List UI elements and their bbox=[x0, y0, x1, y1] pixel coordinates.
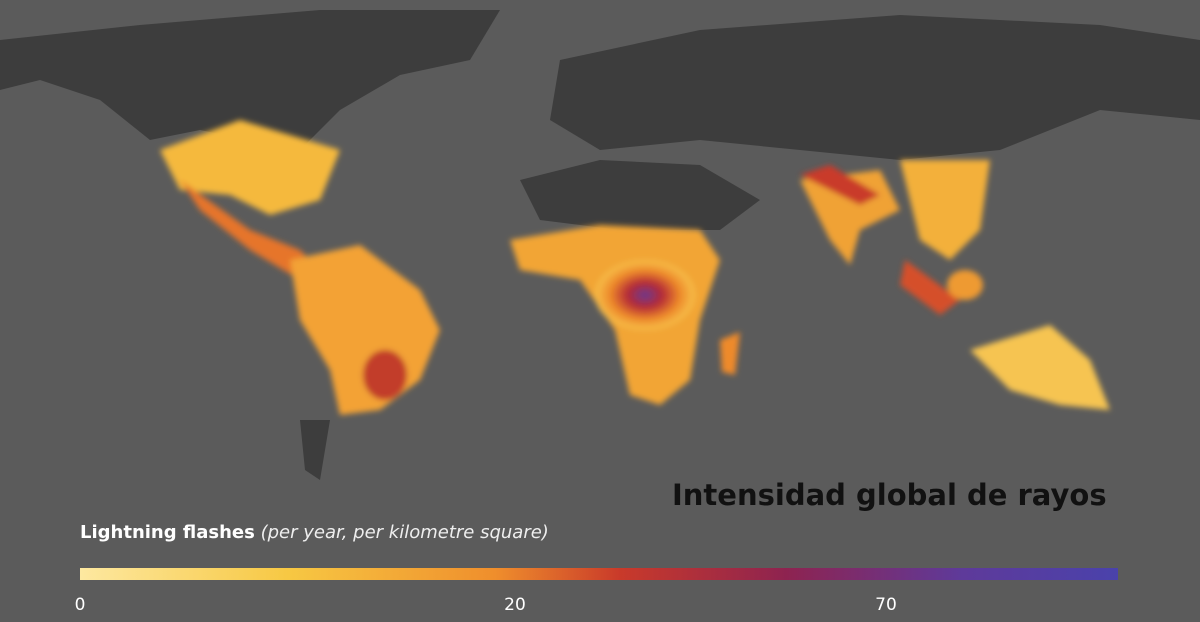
legend-title: Lightning flashes bbox=[80, 522, 255, 543]
lightning-density bbox=[160, 120, 1110, 415]
scale-tick-label: 70 bbox=[875, 595, 897, 615]
land bbox=[0, 10, 1200, 480]
legend-unit: (per year, per kilometre square) bbox=[260, 522, 549, 543]
scale-tick-label: 0 bbox=[74, 595, 86, 615]
color-scale bbox=[80, 568, 1118, 580]
map-title: Intensidad global de rayos bbox=[672, 478, 1107, 512]
legend-label: Lightning flashes (per year, per kilomet… bbox=[80, 522, 549, 543]
scale-tick-label: 20 bbox=[504, 595, 526, 615]
